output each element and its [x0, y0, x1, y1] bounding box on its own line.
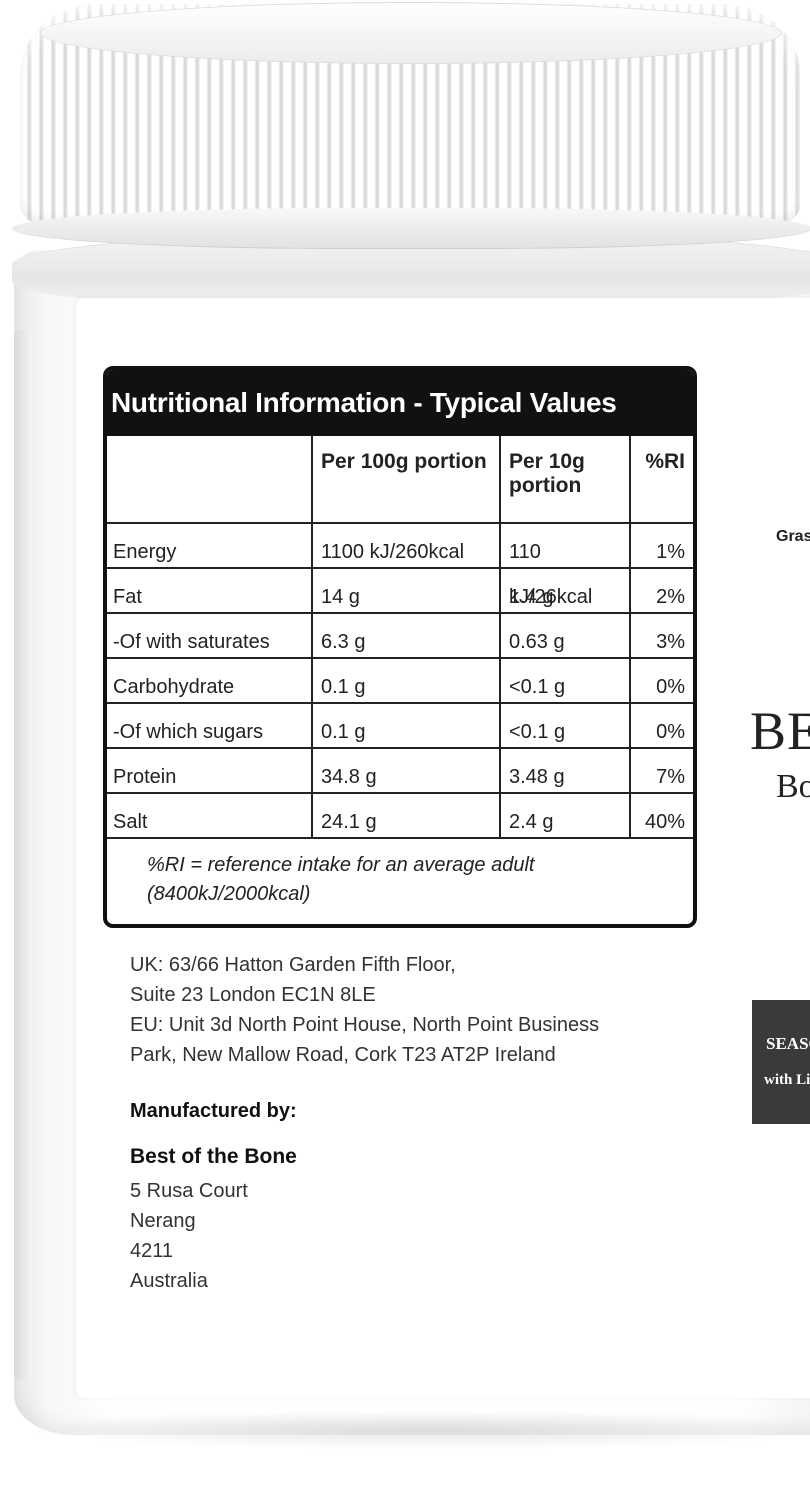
- eu-address-line-2: Park, New Mallow Road, Cork T23 AT2P Ire…: [130, 1044, 556, 1066]
- nutrient-ri: 3%: [656, 631, 685, 653]
- front-label-season-box: SEASO with Li: [752, 1000, 810, 1124]
- jar-cap-rim: [12, 208, 810, 249]
- nutrient-name: Salt: [107, 794, 313, 837]
- nutrient-ri: 2%: [656, 586, 685, 608]
- nutrient-name: Fat: [107, 569, 313, 612]
- nutrient-name: Protein: [107, 749, 313, 792]
- nutrient-per-10g: 2.4 g: [501, 794, 631, 837]
- footnote-line-1: %RI = reference intake for an average ad…: [147, 854, 535, 876]
- manufacturer-address: 5 Rusa Court Nerang 4211 Australia: [130, 1176, 248, 1296]
- uk-address-line-2: Suite 23 London EC1N 8LE: [130, 984, 376, 1006]
- nutrient-ri: 7%: [656, 766, 685, 788]
- nutrition-header-row: Per 100g portion Per 10g portion %RI: [107, 436, 693, 524]
- front-label-grass-text: Gras: [776, 528, 810, 545]
- jar-bottom-shadow: [20, 1410, 810, 1450]
- nutrition-row-fat: Fat 14 g 1.4 g 2%: [107, 569, 693, 614]
- nutrition-row-protein: Protein 34.8 g 3.48 g 7%: [107, 749, 693, 794]
- manufacturer-postcode: 4211: [130, 1240, 174, 1262]
- nutrient-per-100g: 14 g: [313, 569, 501, 612]
- header-per-100g: Per 100g portion: [313, 436, 501, 522]
- nutrient-per-100g: 24.1 g: [313, 794, 501, 837]
- eu-address-line-1: EU: Unit 3d North Point House, North Poi…: [130, 1014, 600, 1036]
- nutrient-per-100g: 34.8 g: [313, 749, 501, 792]
- footnote-line-2: (8400kJ/2000kcal): [147, 883, 311, 905]
- nutrient-per-10g: <0.1 g: [501, 704, 631, 747]
- jar-left-edge: [14, 330, 32, 1380]
- nutrient-ri: 0%: [656, 721, 685, 743]
- nutrient-per-100g: 0.1 g: [313, 704, 501, 747]
- nutrient-per-10g: 110 kJ/26kcal: [501, 524, 631, 608]
- nutrient-name: Carbohydrate: [107, 659, 313, 702]
- nutrient-per-100g: 0.1 g: [313, 659, 501, 702]
- front-label-brand: BES: [750, 701, 810, 761]
- nutrient-ri: 40%: [644, 811, 685, 833]
- nutrition-row-carbohydrate: Carbohydrate 0.1 g <0.1 g 0%: [107, 659, 693, 704]
- front-label-partial: Gras BES Bo SEASO with Li: [700, 300, 810, 1400]
- season-subtext: with Li: [764, 1072, 810, 1088]
- nutrition-row-saturates: -Of with saturates 6.3 g 0.63 g 3%: [107, 614, 693, 659]
- nutrient-per-10g: 0.63 g: [501, 614, 631, 657]
- manufacturer-street: 5 Rusa Court: [130, 1180, 248, 1202]
- nutrition-footnote: %RI = reference intake for an average ad…: [107, 839, 693, 909]
- uk-address-line-1: UK: 63/66 Hatton Garden Fifth Floor,: [130, 954, 456, 976]
- header-ri: %RI: [645, 450, 685, 473]
- nutrient-per-100g: 6.3 g: [313, 614, 501, 657]
- nutrient-per-100g: 1100 kJ/260kcal: [313, 524, 501, 567]
- nutrient-ri: 1%: [656, 541, 685, 563]
- season-text: SEASO: [766, 1034, 810, 1053]
- nutrition-title: Nutritional Information - Typical Values: [107, 370, 693, 436]
- nutrition-row-salt: Salt 24.1 g 2.4 g 40%: [107, 794, 693, 839]
- nutrient-per-10g: <0.1 g: [501, 659, 631, 702]
- nutrient-name: Energy: [107, 524, 313, 567]
- header-nutrient: [107, 436, 313, 522]
- manufacturer-heading: Manufactured by:: [130, 1100, 297, 1122]
- nutrition-table: Nutritional Information - Typical Values…: [103, 366, 697, 928]
- nutrient-per-10g: 3.48 g: [501, 749, 631, 792]
- distributor-address: UK: 63/66 Hatton Garden Fifth Floor, Sui…: [130, 950, 710, 1070]
- nutrition-row-sugars: -Of which sugars 0.1 g <0.1 g 0%: [107, 704, 693, 749]
- manufacturer-country: Australia: [130, 1270, 208, 1292]
- front-label-brand-sub: Bo: [776, 768, 810, 805]
- nutrient-ri: 0%: [656, 676, 685, 698]
- nutrient-name: -Of which sugars: [107, 704, 313, 747]
- manufacturer-name: Best of the Bone: [130, 1145, 297, 1168]
- nutrient-name: -Of with saturates: [107, 614, 313, 657]
- header-per-10g: Per 10g portion: [501, 436, 631, 522]
- nutrient-per-10g: 1.4 g: [501, 569, 631, 612]
- jar-cap-top: [40, 2, 782, 64]
- nutrition-row-energy: Energy 1100 kJ/260kcal 110 kJ/26kcal 1%: [107, 524, 693, 608]
- manufacturer-town: Nerang: [130, 1210, 196, 1232]
